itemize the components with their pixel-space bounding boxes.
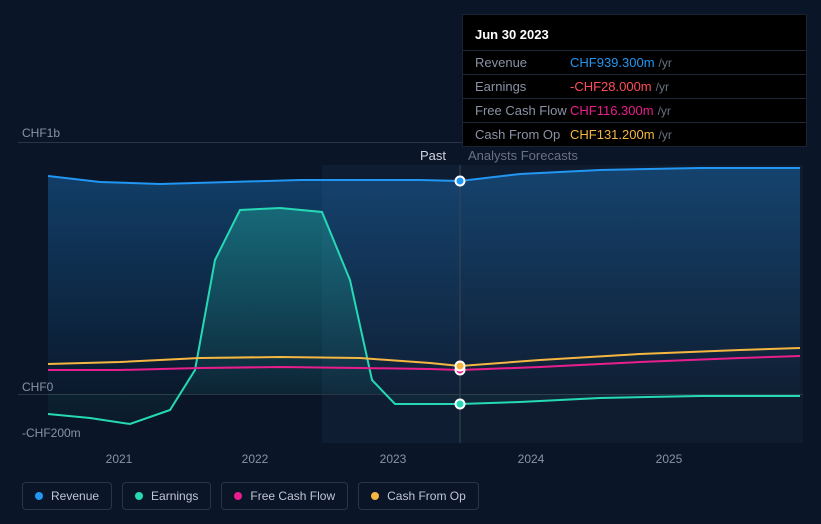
tooltip-row-value: -CHF28.000m [570, 79, 652, 94]
chart-tooltip: Jun 30 2023 RevenueCHF939.300m/yrEarning… [462, 14, 807, 147]
legend-item-label: Earnings [151, 489, 198, 503]
tooltip-row: RevenueCHF939.300m/yr [463, 50, 806, 74]
cash_from_op-marker[interactable] [456, 362, 465, 371]
tooltip-date: Jun 30 2023 [463, 23, 806, 50]
legend-dot-icon [371, 492, 379, 500]
legend-item-label: Free Cash Flow [250, 489, 335, 503]
tooltip-row-unit: /yr [658, 104, 671, 118]
tooltip-row-label: Revenue [475, 55, 570, 70]
legend-dot-icon [35, 492, 43, 500]
tooltip-row-label: Cash From Op [475, 127, 570, 142]
x-axis-tick: 2023 [380, 452, 407, 466]
tooltip-row-label: Earnings [475, 79, 570, 94]
tooltip-row-unit: /yr [659, 56, 672, 70]
chart-legend: Revenue Earnings Free Cash Flow Cash From O… [22, 482, 479, 510]
revenue-marker[interactable] [456, 177, 465, 186]
tooltip-row: Earnings-CHF28.000m/yr [463, 74, 806, 98]
tooltip-row-value: CHF939.300m [570, 55, 655, 70]
tooltip-row-label: Free Cash Flow [475, 103, 570, 118]
legend-dot-icon [234, 492, 242, 500]
y-axis-label-top: CHF1b [22, 126, 60, 140]
x-axis-tick: 2024 [518, 452, 545, 466]
legend-dot-icon [135, 492, 143, 500]
y-axis-label-zero: CHF0 [22, 380, 53, 394]
tooltip-row: Cash From OpCHF131.200m/yr [463, 122, 806, 146]
x-axis-tick: 2021 [106, 452, 133, 466]
future-label: Analysts Forecasts [468, 148, 578, 163]
tooltip-row-value: CHF116.300m [570, 103, 654, 118]
legend-item-cash_from_op[interactable]: Cash From Op [358, 482, 479, 510]
legend-item-free_cash_flow[interactable]: Free Cash Flow [221, 482, 348, 510]
y-axis-label-bottom: -CHF200m [22, 426, 81, 440]
past-label: Past [420, 148, 446, 163]
tooltip-row: Free Cash FlowCHF116.300m/yr [463, 98, 806, 122]
x-axis-tick: 2022 [242, 452, 269, 466]
earnings-marker[interactable] [456, 400, 465, 409]
x-axis-tick: 2025 [656, 452, 683, 466]
tooltip-row-unit: /yr [656, 80, 669, 94]
legend-item-label: Revenue [51, 489, 99, 503]
legend-item-earnings[interactable]: Earnings [122, 482, 211, 510]
legend-item-revenue[interactable]: Revenue [22, 482, 112, 510]
legend-item-label: Cash From Op [387, 489, 466, 503]
tooltip-row-unit: /yr [659, 128, 672, 142]
financials-chart: CHF1b CHF0 -CHF200m Past Analysts Foreca… [0, 0, 821, 524]
tooltip-row-value: CHF131.200m [570, 127, 655, 142]
